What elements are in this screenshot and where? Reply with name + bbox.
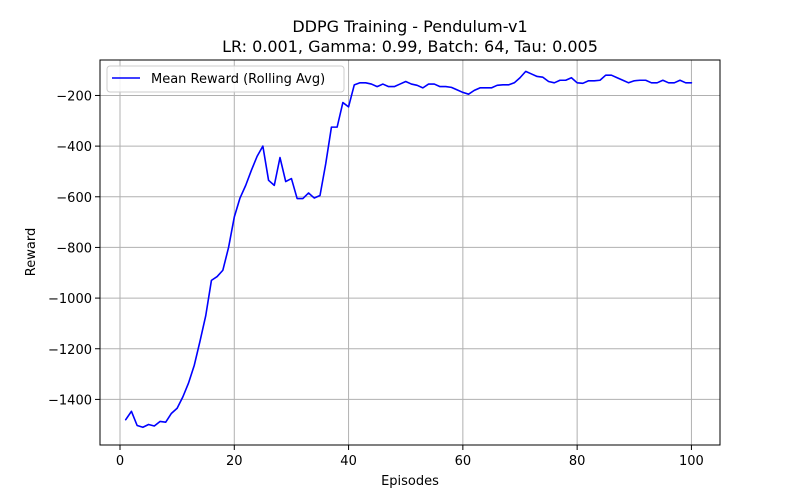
y-tick-label: −200 [56, 89, 92, 104]
y-tick-label: −600 [56, 191, 92, 206]
grid-lines [100, 60, 720, 445]
x-tick-label: 60 [455, 454, 472, 469]
y-tick-label: −1400 [48, 393, 92, 408]
chart-title: DDPG Training - Pendulum-v1 [292, 17, 527, 36]
y-tick-label: −400 [56, 140, 92, 155]
series-line-mean-reward [126, 71, 692, 427]
y-tick-label: −1000 [48, 292, 92, 307]
legend-label: Mean Reward (Rolling Avg) [151, 72, 325, 87]
x-tick-label: 80 [569, 454, 586, 469]
y-tick-label: −800 [56, 241, 92, 256]
y-axis-ticks: −1400 −1200 −1000 −800 −600 −400 −200 [48, 89, 100, 408]
y-axis-label: Reward [24, 228, 39, 276]
x-tick-label: 20 [226, 454, 243, 469]
x-tick-label: 40 [340, 454, 357, 469]
x-tick-label: 100 [679, 454, 704, 469]
legend: Mean Reward (Rolling Avg) [107, 66, 344, 92]
data-series [126, 71, 692, 427]
x-axis-ticks: 0 20 40 60 80 100 [116, 445, 704, 469]
x-axis-label: Episodes [381, 474, 439, 489]
x-tick-label: 0 [116, 454, 124, 469]
plot-area-frame [100, 60, 720, 445]
chart-subtitle: LR: 0.001, Gamma: 0.99, Batch: 64, Tau: … [222, 37, 598, 56]
y-tick-label: −1200 [48, 343, 92, 358]
